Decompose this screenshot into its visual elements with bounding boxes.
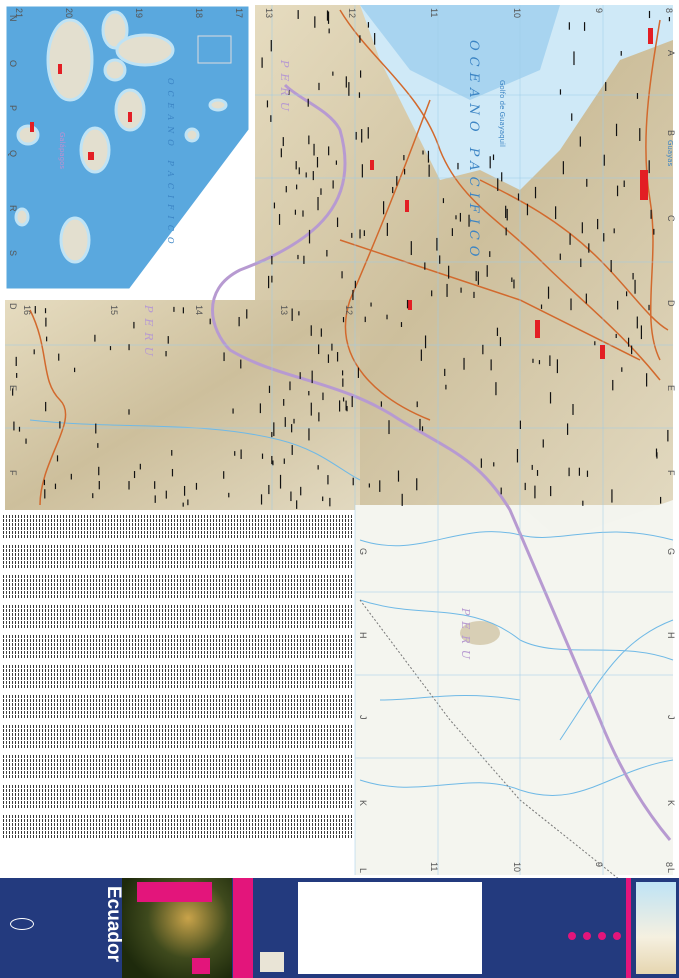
grid-label: D (666, 300, 676, 307)
grid-label: 8 (664, 8, 674, 13)
grid-label: K (666, 800, 676, 806)
grid-label: J (358, 715, 368, 720)
grid-label: H (666, 632, 676, 639)
grid-label: A (666, 50, 676, 56)
grid-label: 13 (279, 305, 289, 315)
international-border (211, 83, 672, 841)
country-label-peru-north: PERU (278, 59, 291, 117)
grid-label: P (8, 105, 18, 111)
index-column-band (3, 664, 353, 688)
grid-label: 12 (347, 8, 357, 18)
grid-label: E (666, 385, 676, 391)
grid-label: 15 (109, 305, 119, 315)
index-column-band (3, 814, 353, 838)
grid-label: F (666, 470, 676, 476)
index-column-band (3, 634, 353, 658)
legend-panel (298, 882, 482, 974)
index-column-band (3, 754, 353, 778)
grid-label: G (358, 548, 368, 555)
grid-label: 14 (194, 305, 204, 315)
grid-label: L (666, 868, 676, 873)
main-map: OCEANO PACIFICO Golfo de Guayaquil PERU … (5, 5, 676, 881)
grid-label: G (666, 548, 676, 555)
grid-label: O (8, 60, 18, 67)
feature-icons (568, 878, 621, 978)
grid-label: 11 (429, 862, 439, 871)
city-markers (370, 28, 653, 359)
grid-label: 21 (14, 8, 24, 18)
grid-label: Q (8, 150, 18, 157)
cover-photo-bird (122, 878, 232, 978)
country-label-peru-south: PERU (459, 607, 472, 665)
index-column-band (3, 724, 353, 748)
province-label: Guayas (666, 140, 674, 167)
country-label-peru-west: PERU (142, 304, 155, 362)
grid-label: 18 (194, 8, 204, 18)
index-column-band (3, 514, 353, 538)
grid-label: 10 (512, 862, 522, 872)
scale-panel (256, 878, 296, 978)
website-band (626, 878, 631, 978)
place-name-index (3, 514, 353, 874)
locator-box (197, 35, 232, 64)
grid-label: N (8, 15, 18, 22)
galapagos-inset: OCEANO PACIFICO Galápagos 21 20 19 18 17 N O P Q… (3, 3, 252, 292)
grid-label: L (358, 868, 368, 873)
grid-label: 12 (344, 305, 354, 315)
grid-label: B (666, 130, 676, 136)
grid-label: F (8, 470, 18, 476)
publisher-logo (10, 918, 34, 930)
index-column-band (3, 694, 353, 718)
islands (14, 10, 228, 264)
grid-label: 19 (134, 8, 144, 18)
grid-label: 9 (594, 862, 604, 867)
grid-label: 17 (234, 8, 244, 18)
index-column-band (3, 604, 353, 628)
grid-label: R (8, 205, 18, 212)
grid-label: K (358, 800, 368, 806)
index-column-band (3, 784, 353, 808)
publisher-panel (0, 878, 82, 978)
inset-islands-label: Galápagos (58, 132, 66, 169)
grid-label: 20 (64, 8, 74, 18)
grid-label: 16 (22, 305, 32, 315)
grid-label: E (8, 385, 18, 391)
ocean-label: OCEANO PACIFICO (466, 40, 481, 262)
grid-label: 8 (664, 862, 674, 867)
grid-label: 11 (429, 8, 439, 17)
grid-label: 13 (264, 8, 274, 18)
gulf-label: Golfo de Guayaquil (498, 80, 506, 147)
index-column-band (3, 574, 353, 598)
grid-label: 10 (512, 8, 522, 18)
grid-label: 9 (594, 8, 604, 13)
grid-label: D (8, 303, 18, 310)
grid-label: H (358, 632, 368, 639)
inset-ocean-label: OCEANO PACIFICO (166, 78, 175, 250)
place-labels (12, 10, 671, 509)
elevation-legend (636, 882, 676, 974)
grid-label: C (666, 215, 676, 222)
grid-label: S (8, 250, 18, 256)
inset-grid-labels: 21 20 19 18 17 N O P Q R S (8, 8, 244, 256)
grid-labels: 13 12 11 10 9 8 11 10 9 8 16 15 14 13 12 A B C D E F G H J K L D E F… (8, 8, 676, 873)
index-column-band (3, 544, 353, 568)
magenta-band (233, 878, 253, 978)
cover-title: Ecuador (103, 886, 124, 963)
map-cover-panel: Ecuador (0, 878, 679, 978)
grid-label: J (666, 715, 676, 720)
roads (29, 9, 669, 506)
